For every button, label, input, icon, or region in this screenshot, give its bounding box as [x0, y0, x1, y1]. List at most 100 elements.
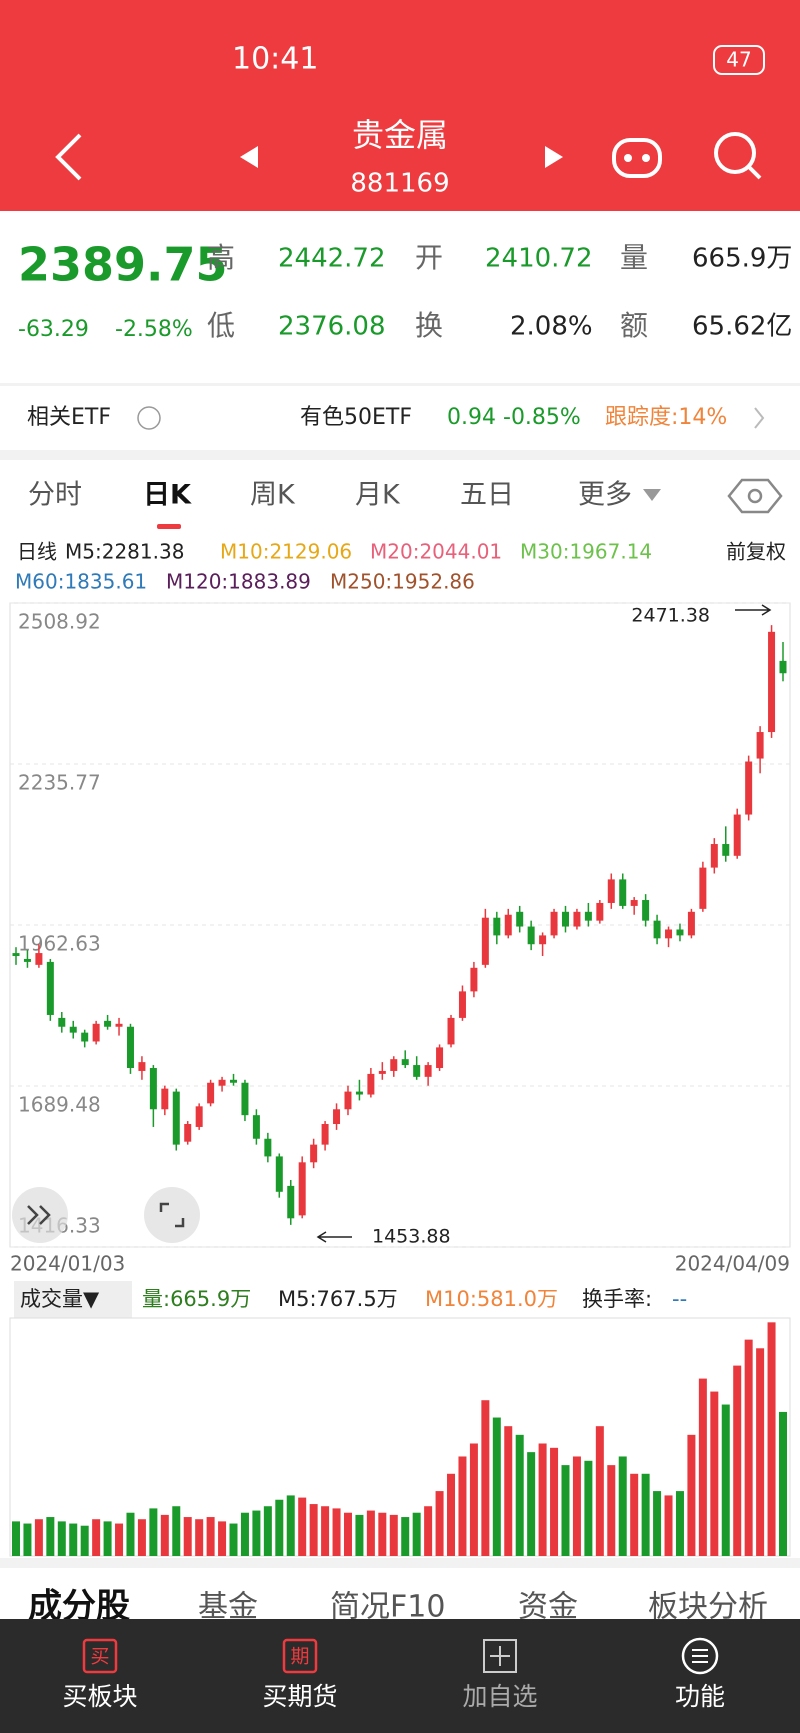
expand-button[interactable]: [12, 1187, 68, 1243]
candle-body: [779, 660, 787, 674]
volume-bar: [23, 1523, 32, 1556]
candle-body: [92, 1023, 100, 1042]
candle-body: [413, 1065, 421, 1077]
etf-tracking: 跟踪度:14%: [605, 405, 727, 430]
candle-body: [458, 991, 466, 1018]
volume-bar: [710, 1391, 719, 1556]
volume-bar: [504, 1426, 513, 1556]
tab[interactable]: 日K: [143, 480, 192, 511]
candle-body: [424, 1065, 432, 1077]
etf-name: 有色50ETF: [300, 405, 412, 430]
search-button[interactable]: [714, 132, 762, 180]
tab[interactable]: 五日: [460, 480, 514, 511]
change: -63.29: [18, 317, 89, 342]
volume-selector[interactable]: [14, 1281, 132, 1318]
volume-frame: [9, 1317, 791, 1557]
candle-body: [527, 926, 535, 945]
volume-bar: [756, 1348, 765, 1556]
etf-change: -0.85%: [503, 405, 581, 430]
volume-bar: [481, 1400, 490, 1556]
fullscreen-button[interactable]: [144, 1187, 200, 1243]
turnover-value: --: [672, 1287, 687, 1311]
volume-bar: [46, 1517, 55, 1556]
sub-tab[interactable]: 基金: [198, 1590, 258, 1625]
candle-body: [172, 1091, 180, 1145]
nav-label: 买板块: [62, 1682, 137, 1711]
volume-bar: [12, 1521, 20, 1556]
candle-body: [642, 900, 650, 921]
adjust[interactable]: 前复权: [726, 540, 786, 564]
ma-item: M120:1883.89: [166, 570, 311, 594]
y-tick-label: 2235.77: [18, 771, 101, 795]
annotation: 2471.38: [631, 605, 710, 627]
volume-bar: [561, 1465, 570, 1556]
volume-bar: [34, 1519, 43, 1556]
etf-label: 相关ETF: [27, 405, 111, 430]
volume-bar: [218, 1521, 227, 1556]
volume-bar: [675, 1491, 684, 1556]
candle-body: [355, 1091, 363, 1095]
dropdown-icon: [643, 489, 661, 501]
nav-icon: [681, 1637, 719, 1675]
candles: [12, 625, 787, 1225]
settings-button[interactable]: [727, 478, 783, 514]
tab[interactable]: 更多: [578, 480, 632, 511]
expand-icon: [27, 1205, 51, 1225]
candle-body: [561, 911, 569, 927]
volume-bar: [298, 1497, 307, 1556]
ma-item: M30:1967.14: [520, 540, 652, 564]
nav-icon: [692, 1649, 708, 1663]
candle-body: [493, 917, 501, 936]
tab[interactable]: 分时: [28, 480, 82, 511]
candle-body: [35, 953, 43, 965]
open: 2410.72: [485, 244, 593, 274]
volume-bar: [355, 1514, 364, 1556]
volume-bar: [733, 1365, 742, 1556]
robot-button[interactable]: [612, 138, 662, 178]
nav-bar: [0, 1619, 800, 1733]
volume-bar: [378, 1512, 387, 1556]
candle-body: [161, 1088, 169, 1110]
sub-tab[interactable]: 简况F10: [330, 1590, 445, 1625]
tab[interactable]: 月K: [355, 480, 401, 511]
nav-icon-text: 买: [90, 1646, 109, 1668]
volume-bar: [252, 1510, 261, 1556]
nav-item[interactable]: 加自选: [462, 1639, 538, 1711]
candle-body: [104, 1020, 112, 1027]
prev-button[interactable]: [240, 146, 258, 168]
next-button[interactable]: [545, 146, 563, 168]
sub-tab[interactable]: 板块分析: [648, 1590, 768, 1625]
etf-row[interactable]: 相关ETF 有色50ETF 0.94 -0.85% 跟踪度:14%: [27, 405, 765, 430]
candle-body: [687, 911, 695, 936]
label: 开: [415, 241, 443, 274]
candle-body: [733, 814, 741, 856]
volume-bar: [653, 1491, 662, 1556]
y-tick-label: 2508.92: [18, 610, 101, 634]
volume-bar: [195, 1519, 204, 1556]
volume-bar: [401, 1517, 410, 1556]
candle-body: [756, 732, 764, 759]
low: 2376.08: [278, 312, 386, 342]
candle-body: [596, 902, 604, 921]
volume: 665.9万: [692, 244, 792, 274]
back-button[interactable]: [55, 133, 82, 181]
price: 2389.75: [18, 238, 228, 292]
divider: [0, 450, 800, 460]
candle-body: [516, 911, 524, 927]
candle-body: [149, 1068, 157, 1110]
header-code: 881169: [350, 169, 449, 199]
volume-bar: [137, 1519, 146, 1556]
tab[interactable]: 周K: [250, 480, 296, 511]
candle-body: [481, 917, 489, 965]
candle-body: [287, 1185, 295, 1219]
volume-bar: [698, 1378, 707, 1556]
volume-m5: M5:767.5万: [278, 1287, 398, 1311]
sub-tab[interactable]: 资金: [518, 1590, 578, 1625]
help-icon: [137, 406, 161, 430]
annotation-arrow: [735, 604, 772, 616]
volume-bar: [527, 1452, 536, 1556]
nav-item[interactable]: 功能: [675, 1637, 725, 1711]
volume-bar: [240, 1512, 249, 1556]
